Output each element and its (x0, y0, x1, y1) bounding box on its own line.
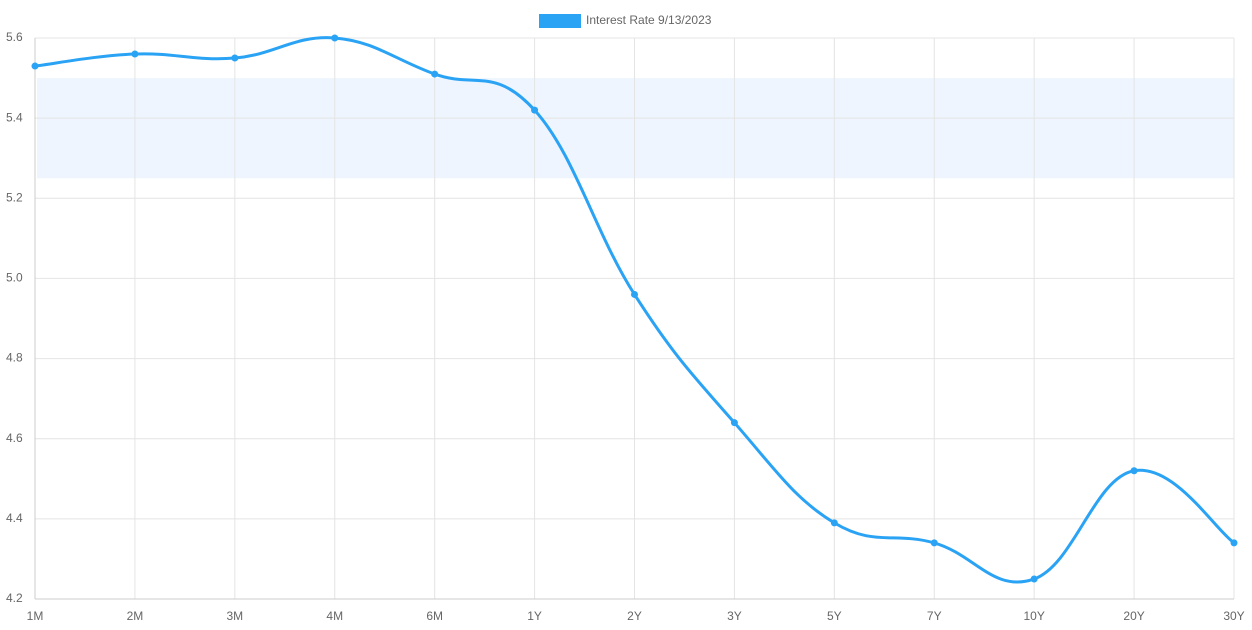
data-point (930, 539, 938, 547)
y-tick-label: 5.4 (6, 110, 23, 124)
x-tick-label: 3M (226, 609, 243, 623)
data-point (830, 519, 838, 527)
y-tick-label: 4.2 (6, 591, 23, 605)
x-tick-label: 6M (426, 609, 443, 623)
y-tick-label: 4.8 (6, 351, 23, 365)
y-tick-label: 5.6 (6, 30, 23, 44)
data-point (1130, 467, 1138, 475)
data-point (131, 50, 139, 58)
legend-swatch (539, 14, 581, 28)
x-tick-label: 3Y (727, 609, 742, 623)
data-point (531, 106, 539, 114)
x-tick-label: 30Y (1223, 609, 1244, 623)
data-point (730, 419, 738, 427)
x-tick-label: 5Y (827, 609, 842, 623)
data-point (631, 290, 638, 298)
data-point (1230, 539, 1238, 547)
x-tick-label: 1Y (527, 609, 542, 623)
y-tick-label: 5.2 (6, 190, 23, 204)
x-tick-label: 2Y (627, 609, 642, 623)
data-point (31, 62, 39, 70)
x-tick-label: 7Y (927, 609, 942, 623)
data-point (1030, 575, 1038, 583)
x-tick-label: 1M (27, 609, 44, 623)
highlight-band (37, 78, 1234, 179)
y-tick-label: 5.0 (6, 271, 23, 285)
data-point (231, 54, 239, 62)
x-tick-label: 10Y (1023, 609, 1044, 623)
y-tick-label: 4.6 (6, 431, 23, 445)
x-tick-label: 4M (326, 609, 343, 623)
x-tick-label: 20Y (1123, 609, 1144, 623)
legend-label: Interest Rate 9/13/2023 (586, 13, 712, 27)
y-tick-label: 4.4 (6, 511, 23, 525)
x-tick-label: 2M (127, 609, 144, 623)
data-point (431, 70, 439, 78)
line-series (34, 36, 1235, 584)
data-point (331, 34, 339, 42)
